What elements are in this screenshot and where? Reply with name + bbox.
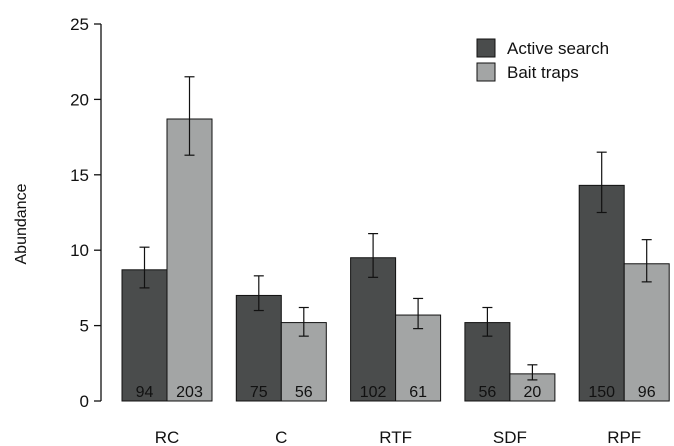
bar-count-rc-bait-traps: 203: [176, 384, 203, 401]
bars-layer: [121, 118, 670, 402]
legend-label-bait-traps: Bait traps: [507, 63, 579, 82]
legend-swatch-bait-traps: [476, 62, 496, 82]
y-tick-label-25: 25: [70, 15, 89, 34]
y-tick-label-20: 20: [70, 90, 89, 109]
y-tick-label-15: 15: [70, 166, 89, 185]
bar-count-rtf-bait-traps: 61: [409, 384, 427, 401]
x-category-c: C: [275, 428, 287, 446]
bar-rc-bait-traps: [166, 118, 213, 402]
bar-sdf-bait-traps: [509, 373, 556, 402]
bar-rpf-active-search: [578, 184, 625, 402]
y-tick-label-0: 0: [80, 392, 89, 411]
bar-c-active-search: [235, 294, 282, 402]
y-axis-ticks: 0 5 10 15 20 25: [70, 15, 101, 411]
x-category-rc: RC: [155, 428, 180, 446]
y-tick-label-10: 10: [70, 241, 89, 260]
bar-sdf-active-search: [464, 322, 511, 402]
y-axis-title: Abundance: [13, 183, 30, 264]
x-category-rpf: RPF: [607, 428, 641, 446]
bar-count-rpf-active-search: 150: [588, 384, 615, 401]
error-bars-layer: [139, 76, 652, 381]
y-tick-label-5: 5: [80, 317, 89, 336]
bar-rtf-active-search: [350, 257, 397, 402]
bar-rpf-bait-traps: [623, 263, 670, 402]
legend-swatch-active-search: [476, 38, 496, 58]
bar-count-c-bait-traps: 56: [295, 384, 313, 401]
bar-count-c-active-search: 75: [250, 384, 268, 401]
x-category-sdf: SDF: [493, 428, 527, 446]
legend-label-active-search: Active search: [507, 39, 609, 58]
bar-count-sdf-active-search: 56: [479, 384, 497, 401]
x-category-rtf: RTF: [379, 428, 412, 446]
bar-count-rc-active-search: 94: [136, 384, 154, 401]
legend: Active search Bait traps: [476, 38, 609, 82]
bar-count-sdf-bait-traps: 20: [524, 384, 542, 401]
bar-count-labels: 94 203 75 56 102 61 56 20 150 96: [136, 384, 656, 401]
bar-count-rpf-bait-traps: 96: [638, 384, 656, 401]
bar-rc-active-search: [121, 269, 168, 402]
bar-count-rtf-active-search: 102: [360, 384, 387, 401]
x-axis-categories: RC C RTF SDF RPF: [155, 428, 641, 446]
